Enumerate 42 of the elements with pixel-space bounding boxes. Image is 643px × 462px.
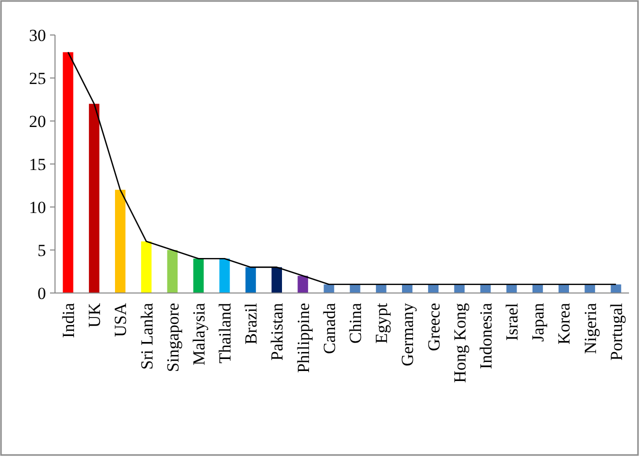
line-series [67,52,617,286]
x-tick-label: Korea [554,302,574,345]
bar [141,241,152,293]
x-tick-label: Greece [424,303,444,352]
x-tick-label: Philippine [294,303,313,373]
bar [272,267,282,293]
bar [62,52,74,293]
x-tick-label: Portugal [606,302,626,361]
y-tick-label: 25 [29,68,46,88]
y-tick-label: 10 [29,198,46,217]
x-tick-label: Indonesia [476,302,496,370]
x-tick-label: India [58,302,78,338]
x-tick-label: Israel [502,302,522,341]
x-tick-label: Thailand [216,302,235,364]
x-tick-label: Singapore [163,303,182,372]
bar [193,258,204,293]
bar [167,250,178,293]
x-tick-label: Germany [398,302,418,366]
y-tick-label: 20 [29,112,46,131]
x-tick-label: Nigeria [580,302,600,354]
x-tick-label: Malaysia [189,302,208,366]
y-tick-label: 5 [38,240,46,260]
y-tick-label: 15 [29,154,46,174]
x-tick-label: Brazil [242,302,261,345]
x-tick-label: Canada [320,302,339,354]
bar [324,284,334,293]
bar [88,104,100,293]
x-tick-label: UK [85,302,104,328]
y-tick-label: 30 [29,26,46,45]
x-tick-label: Pakistan [268,302,287,361]
bar [610,284,622,293]
x-tick-label: China [346,302,365,344]
bar [245,267,256,293]
x-tick-label: Sri Lanka [137,302,156,370]
x-tick-label: USA [111,302,130,338]
x-tick-label: Hong Kong [450,302,470,383]
y-tick-label: 0 [38,284,46,303]
bar [219,258,230,293]
bar [115,190,126,293]
x-tick-label: Japan [528,302,548,342]
bar [298,276,308,293]
x-tick-label: Egypt [372,302,392,344]
